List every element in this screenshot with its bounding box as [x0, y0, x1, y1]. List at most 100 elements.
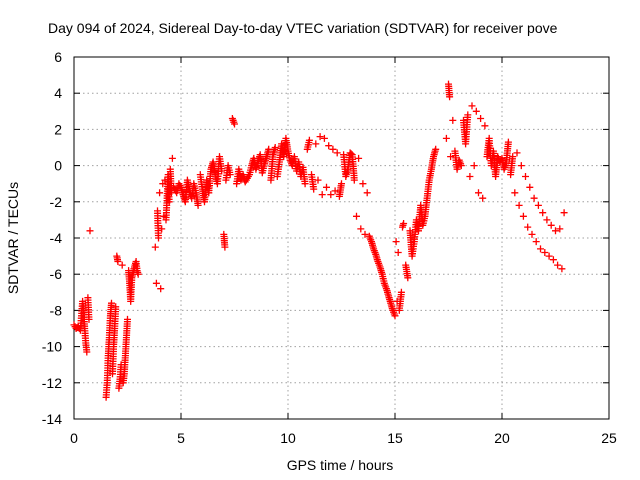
data-point [515, 201, 523, 209]
data-point [475, 189, 482, 197]
data-point [156, 189, 164, 197]
data-point [85, 315, 93, 323]
data-point [338, 180, 345, 188]
data-point [513, 149, 521, 157]
data-point [151, 243, 159, 251]
data-point [549, 256, 557, 264]
data-point [404, 274, 412, 282]
data-point [86, 227, 94, 235]
data-point [320, 134, 328, 142]
data-point [442, 134, 450, 142]
data-point [464, 111, 472, 119]
data-point [301, 180, 309, 188]
data-point [477, 115, 485, 122]
data-point [554, 261, 562, 269]
x-tick-label: 5 [177, 430, 185, 446]
data-point [432, 145, 440, 153]
x-tick-label: 20 [494, 430, 510, 446]
data-point [271, 144, 279, 151]
data-point [157, 285, 165, 293]
data-point [528, 230, 536, 238]
y-tick-label: -6 [50, 266, 63, 282]
data-point [112, 303, 120, 311]
data-point [397, 288, 405, 296]
data-point [305, 136, 313, 144]
data-point [472, 107, 480, 115]
data-point [165, 198, 173, 206]
data-point [363, 189, 371, 197]
x-tick-label: 25 [601, 430, 617, 446]
data-point [353, 212, 360, 220]
data-point [541, 249, 549, 256]
data-point [314, 176, 322, 184]
data-point [108, 299, 115, 307]
data-point [114, 258, 122, 265]
data-point [479, 194, 487, 202]
data-point [530, 194, 538, 202]
data-point [400, 220, 408, 227]
data-point [466, 173, 474, 180]
y-axis-label: SDTVAR / TECUs [5, 182, 21, 294]
data-point [539, 209, 547, 217]
data-point [316, 133, 324, 141]
axis-ticks [73, 56, 610, 420]
y-tick-label: 2 [54, 121, 62, 137]
data-point [310, 185, 318, 193]
y-tick-label: -12 [42, 375, 62, 391]
data-point [168, 154, 176, 162]
data-point [468, 102, 476, 110]
data-point [392, 238, 400, 246]
data-point [331, 187, 339, 195]
x-tick-label: 0 [70, 430, 78, 446]
data-point [526, 183, 534, 191]
data-point [509, 153, 517, 161]
data-point [152, 279, 160, 287]
data-point [318, 191, 326, 199]
y-tick-label: -8 [50, 302, 63, 318]
data-point [552, 227, 559, 235]
data-point [522, 173, 529, 180]
data-point [517, 162, 525, 170]
data-point [221, 243, 229, 251]
data-point [226, 171, 234, 179]
data-point [511, 189, 519, 197]
data-point [534, 201, 542, 209]
x-tick-label: 10 [280, 430, 296, 446]
y-tick-label: -4 [50, 230, 63, 246]
data-point [446, 93, 454, 101]
data-point [357, 225, 365, 233]
data-point [532, 238, 540, 246]
data-points [70, 80, 568, 401]
data-point [481, 122, 489, 130]
y-tick-label: 0 [54, 158, 62, 174]
data-point [312, 140, 320, 148]
data-point [556, 225, 564, 233]
data-point [83, 348, 91, 356]
data-point [323, 183, 330, 191]
data-point [560, 209, 568, 217]
data-point [355, 154, 363, 162]
x-axis-label: GPS time / hours [287, 457, 394, 473]
grid [74, 57, 609, 419]
data-point [519, 212, 527, 220]
data-point [504, 138, 512, 146]
data-point [134, 270, 142, 278]
data-point [333, 149, 341, 157]
data-point [391, 312, 399, 320]
data-point [543, 216, 551, 224]
data-point [547, 221, 555, 229]
data-point [545, 252, 553, 260]
data-point [327, 191, 335, 199]
y-tick-label: 4 [54, 85, 62, 101]
data-point [329, 145, 337, 153]
data-point [194, 201, 202, 209]
data-point [158, 225, 166, 233]
data-point [325, 142, 333, 150]
data-point [347, 150, 355, 158]
data-point [155, 234, 162, 242]
y-tick-label: -2 [50, 194, 63, 210]
data-point [457, 162, 465, 170]
data-point [449, 116, 457, 124]
data-point [447, 153, 455, 161]
